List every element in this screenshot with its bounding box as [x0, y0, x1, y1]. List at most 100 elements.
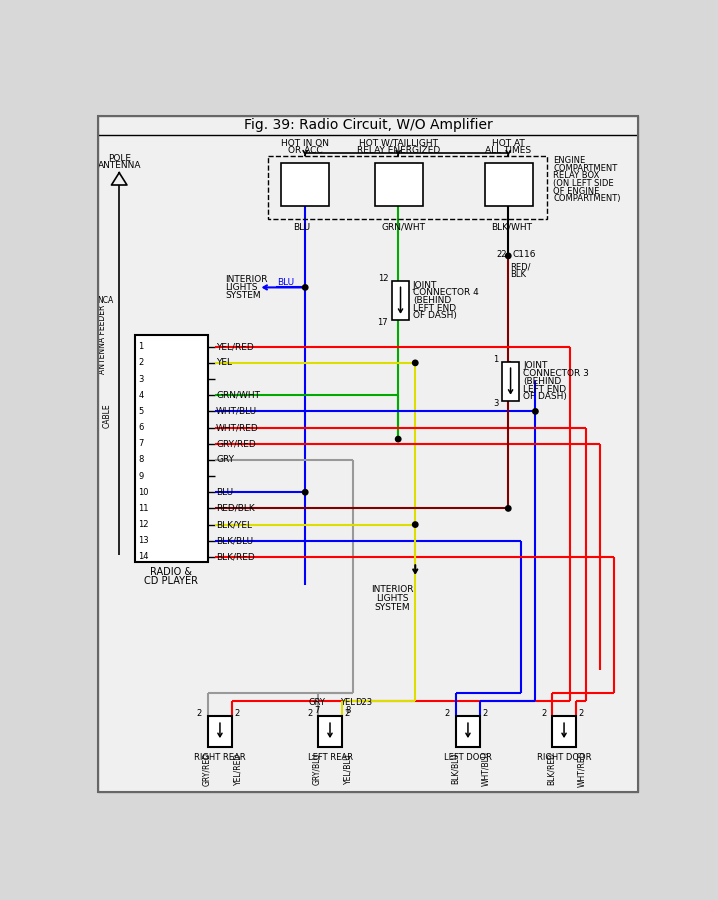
Text: GRY/BLU: GRY/BLU	[312, 752, 322, 785]
Text: WHT/RED: WHT/RED	[577, 751, 587, 787]
Bar	[502, 362, 519, 400]
Bar	[457, 716, 480, 747]
Text: 1: 1	[493, 356, 498, 364]
Text: WHT/BLU: WHT/BLU	[481, 752, 490, 787]
Circle shape	[533, 409, 538, 414]
Text: JOINT: JOINT	[523, 362, 547, 371]
Text: BLK/BLU: BLK/BLU	[216, 536, 253, 545]
Text: BLU: BLU	[294, 223, 311, 232]
Bar	[268, 156, 547, 219]
Text: CABLE: CABLE	[102, 404, 111, 428]
Text: COMPARTMENT): COMPARTMENT)	[553, 194, 620, 203]
Text: OR ACC: OR ACC	[288, 146, 322, 155]
Text: SYSTEM: SYSTEM	[374, 603, 410, 612]
Text: 2: 2	[578, 708, 583, 717]
Text: YEL/RED: YEL/RED	[233, 752, 242, 785]
Text: 14: 14	[139, 553, 149, 562]
Text: ANTENNA FEEDER: ANTENNA FEEDER	[98, 304, 107, 374]
Text: CD PLAYER: CD PLAYER	[144, 576, 198, 586]
Text: DEDICATED: DEDICATED	[485, 167, 533, 176]
Text: 8: 8	[345, 706, 350, 715]
Circle shape	[396, 436, 401, 442]
Circle shape	[505, 506, 511, 511]
Text: RELAY BOX: RELAY BOX	[553, 171, 600, 180]
Text: COMPARTMENT: COMPARTMENT	[553, 164, 617, 173]
Text: BLK/RED: BLK/RED	[216, 553, 255, 562]
Text: C116: C116	[513, 250, 536, 259]
Text: BLK: BLK	[510, 270, 526, 279]
Text: ANTENNA: ANTENNA	[98, 161, 141, 170]
Text: GRN/WHT: GRN/WHT	[381, 223, 425, 232]
Text: 7.5A: 7.5A	[389, 183, 409, 192]
Bar	[485, 164, 533, 206]
Text: 7: 7	[139, 439, 144, 448]
Text: OF ENGINE: OF ENGINE	[553, 186, 600, 195]
Text: 4: 4	[139, 391, 144, 400]
Bar	[392, 281, 409, 320]
Text: 2: 2	[482, 708, 487, 717]
Text: RED/: RED/	[510, 262, 531, 271]
Text: JOINT: JOINT	[413, 281, 437, 290]
Text: 2: 2	[307, 708, 312, 717]
Text: HOT AT: HOT AT	[492, 139, 525, 148]
Text: ALL TIMES: ALL TIMES	[485, 146, 531, 155]
Text: Fig. 39: Radio Circuit, W/O Amplifier: Fig. 39: Radio Circuit, W/O Amplifier	[243, 118, 493, 132]
Text: 3: 3	[139, 374, 144, 383]
Text: SYSTEM: SYSTEM	[225, 291, 261, 300]
Text: CONNECTOR 4: CONNECTOR 4	[413, 288, 479, 297]
Text: HOT W/TAILLIGHT: HOT W/TAILLIGHT	[359, 139, 438, 148]
Text: WHT/BLU: WHT/BLU	[216, 407, 257, 416]
Text: POLE: POLE	[108, 154, 131, 163]
Text: NCA: NCA	[97, 296, 113, 305]
Text: D23: D23	[355, 698, 373, 706]
Bar	[375, 164, 423, 206]
Text: YEL/BLU: YEL/BLU	[343, 753, 353, 784]
Bar	[135, 335, 208, 562]
Text: (BEHIND: (BEHIND	[523, 377, 561, 386]
Text: LEFT END: LEFT END	[413, 303, 456, 312]
Text: (BEHIND: (BEHIND	[413, 296, 451, 305]
Text: HOT IN ON: HOT IN ON	[281, 139, 329, 148]
Circle shape	[413, 522, 418, 527]
Text: FUSE 22: FUSE 22	[492, 176, 526, 184]
Text: RELAY ENERGIZED: RELAY ENERGIZED	[357, 146, 440, 155]
Text: BLK/RED: BLK/RED	[546, 752, 556, 785]
Text: LEFT DOOR: LEFT DOOR	[444, 753, 492, 762]
Text: GRY/RED: GRY/RED	[202, 752, 211, 786]
Text: LIGHTS: LIGHTS	[225, 283, 258, 292]
Bar	[208, 716, 232, 747]
Text: YEL/RED: YEL/RED	[216, 342, 254, 351]
Text: BLK/WHT: BLK/WHT	[491, 223, 532, 232]
Text: DEDICATED: DEDICATED	[375, 167, 423, 176]
Text: 2: 2	[445, 708, 450, 717]
Circle shape	[413, 360, 418, 365]
Text: BLK/BLU: BLK/BLU	[450, 753, 460, 785]
Circle shape	[505, 253, 511, 258]
Circle shape	[302, 490, 308, 495]
Text: FUSE 20: FUSE 20	[382, 176, 416, 184]
Text: 7: 7	[314, 706, 320, 715]
Text: 22: 22	[497, 250, 507, 259]
Text: RED/BLK: RED/BLK	[216, 504, 255, 513]
Text: LEFT REAR: LEFT REAR	[307, 753, 353, 762]
Text: 1: 1	[139, 342, 144, 351]
Text: 2: 2	[197, 708, 202, 717]
Text: (ON LEFT SIDE: (ON LEFT SIDE	[553, 179, 614, 188]
Text: BLU: BLU	[277, 278, 294, 287]
Bar	[281, 164, 330, 206]
Text: 17: 17	[378, 319, 388, 328]
Text: 5: 5	[139, 407, 144, 416]
Text: 9: 9	[139, 472, 144, 481]
Circle shape	[302, 284, 308, 290]
Text: 13: 13	[139, 536, 149, 545]
Text: 11: 11	[139, 504, 149, 513]
Text: 8: 8	[139, 455, 144, 464]
Text: INTERIOR: INTERIOR	[225, 275, 268, 284]
Text: LIGHTS: LIGHTS	[376, 594, 409, 603]
Text: 12: 12	[139, 520, 149, 529]
Text: GRY: GRY	[309, 698, 325, 706]
Text: 10A: 10A	[297, 183, 313, 192]
Text: FUSE 23: FUSE 23	[288, 176, 322, 184]
Text: 2: 2	[344, 708, 349, 717]
Text: YEL: YEL	[216, 358, 232, 367]
